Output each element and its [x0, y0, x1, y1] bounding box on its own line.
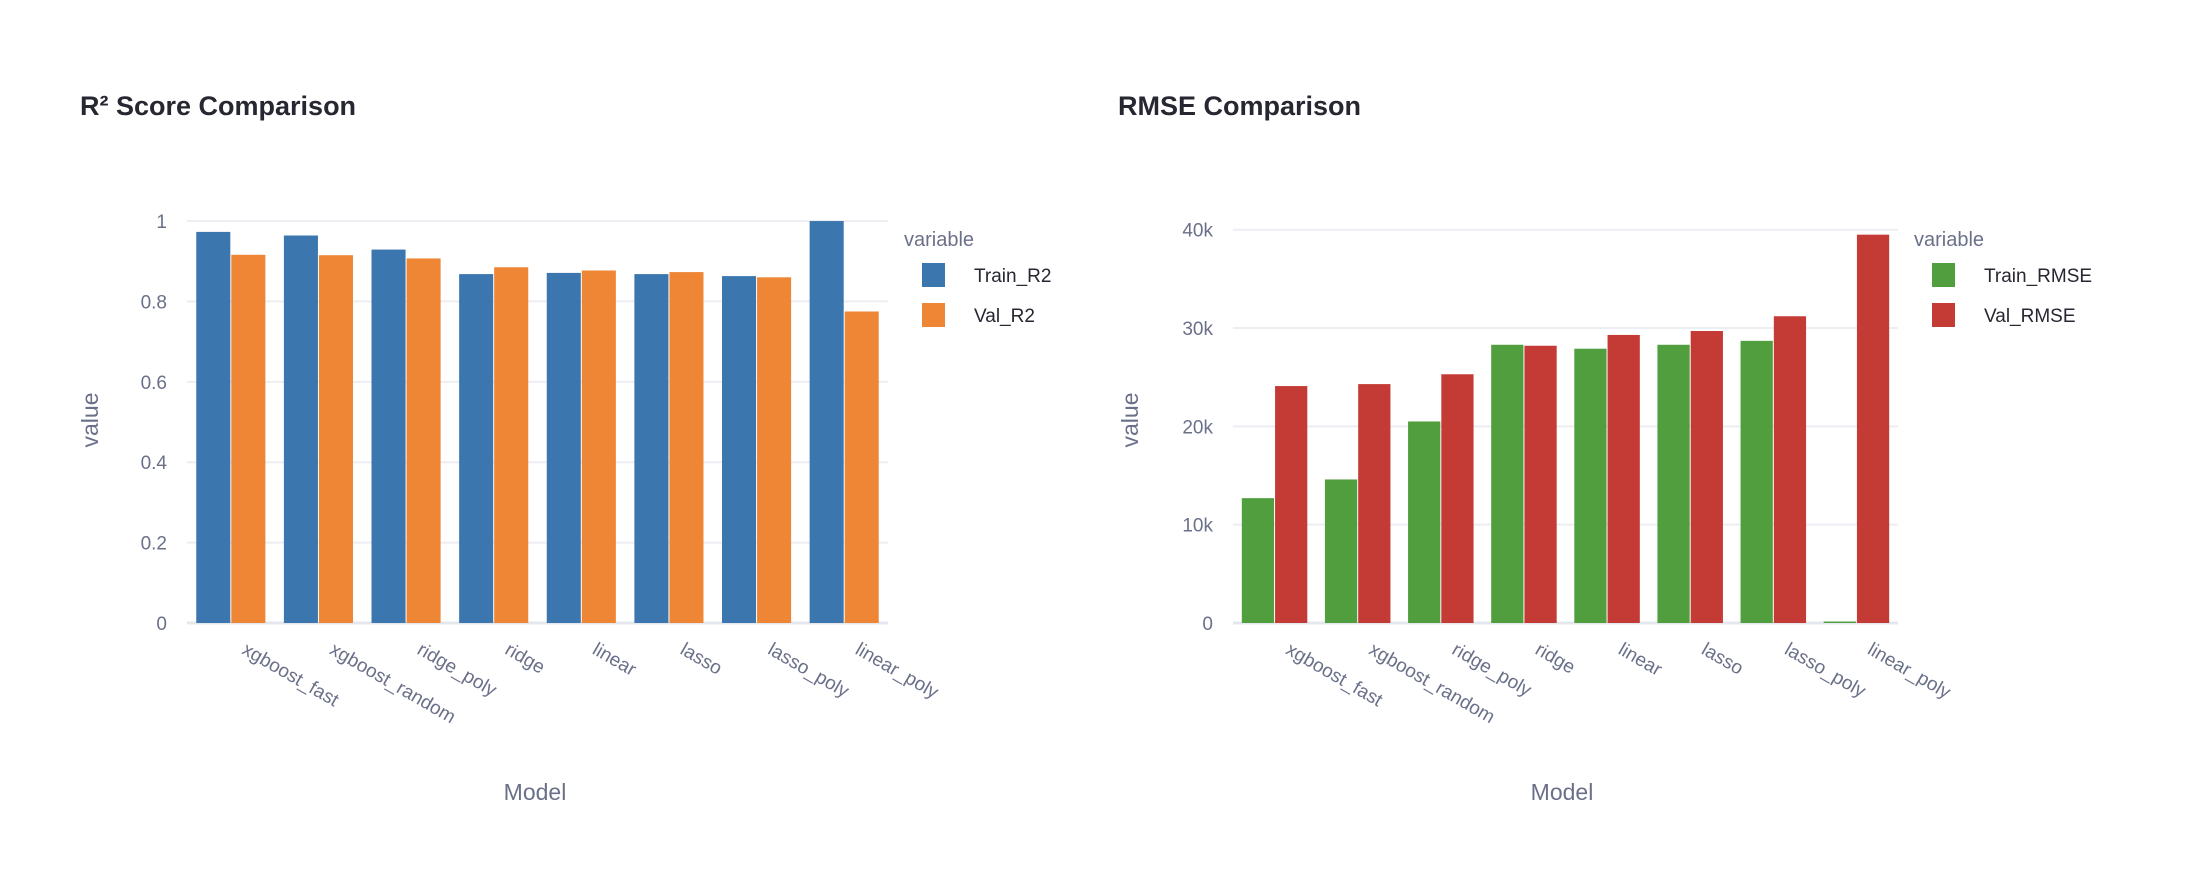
y-tick-label: 0.4 — [141, 453, 168, 474]
bar-train-r2-xgboost-random[interactable] — [283, 235, 318, 623]
legend-swatch[interactable] — [922, 303, 945, 327]
bar-train-rmse-linear[interactable] — [1574, 348, 1607, 623]
x-tick-label: linear_poly — [852, 639, 943, 703]
bar-val-r2-xgboost-fast[interactable] — [231, 254, 266, 623]
bar-val-rmse-xgboost-fast[interactable] — [1275, 386, 1308, 623]
bar-train-r2-xgboost-fast[interactable] — [196, 231, 231, 623]
bar-train-r2-lasso-poly[interactable] — [722, 276, 757, 623]
legend-item-label[interactable]: Train_RMSE — [1984, 266, 2092, 287]
x-tick-label: lasso_poly — [1781, 639, 1870, 702]
legend-swatch[interactable] — [1932, 303, 1955, 327]
bar-val-rmse-lasso-poly[interactable] — [1773, 316, 1807, 623]
bar-train-rmse-lasso-poly[interactable] — [1740, 340, 1773, 623]
legend-swatch[interactable] — [1932, 263, 1955, 287]
x-tick-label: lasso — [1698, 639, 1747, 679]
bar-train-rmse-linear-poly[interactable] — [1823, 621, 1856, 623]
x-axis-label: Model — [1531, 779, 1594, 805]
bar-train-r2-ridge[interactable] — [459, 274, 494, 623]
bar-val-r2-xgboost-random[interactable] — [318, 255, 353, 624]
bar-train-r2-lasso[interactable] — [634, 274, 669, 623]
bar-val-rmse-ridge[interactable] — [1524, 345, 1557, 623]
bar-val-rmse-linear[interactable] — [1607, 334, 1640, 623]
bar-val-rmse-lasso[interactable] — [1690, 331, 1723, 623]
bar-val-r2-lasso[interactable] — [669, 272, 704, 623]
y-tick-label: 0 — [156, 614, 167, 635]
bar-train-rmse-ridge[interactable] — [1491, 344, 1524, 623]
y-axis-label: value — [77, 393, 103, 448]
y-tick-label: 30k — [1182, 319, 1213, 340]
x-axis-label: Model — [504, 779, 567, 805]
legend-item-label[interactable]: Val_RMSE — [1984, 306, 2076, 327]
rmse-chart: RMSE Comparison Model value variable 0 10… — [1117, 91, 2092, 805]
x-tick-label: ridge — [501, 639, 548, 678]
x-tick-label: lasso — [676, 639, 725, 679]
bar-train-r2-linear[interactable] — [546, 272, 581, 623]
y-tick-label: 0 — [1202, 614, 1213, 635]
bar-val-r2-linear[interactable] — [581, 270, 616, 623]
bar-val-r2-ridge-poly[interactable] — [406, 258, 441, 623]
bar-val-rmse-linear-poly[interactable] — [1856, 234, 1890, 623]
x-tick-label: linear — [1615, 639, 1666, 681]
bar-val-r2-lasso-poly[interactable] — [757, 277, 792, 623]
legend-item-label[interactable]: Val_R2 — [974, 306, 1035, 327]
y-tick-label: 1 — [156, 212, 167, 233]
bar-train-r2-ridge-poly[interactable] — [371, 249, 406, 623]
legend-item-label[interactable]: Train_R2 — [974, 266, 1051, 287]
chart-title: R² Score Comparison — [80, 91, 356, 121]
x-tick-label: lasso_poly — [764, 639, 853, 702]
y-tick-label: 20k — [1182, 417, 1213, 438]
bar-train-rmse-xgboost-random[interactable] — [1324, 479, 1358, 623]
y-axis-label: value — [1117, 393, 1143, 448]
bar-train-rmse-lasso[interactable] — [1657, 344, 1690, 623]
bar-train-rmse-xgboost-fast[interactable] — [1241, 498, 1275, 623]
chart-title: RMSE Comparison — [1118, 91, 1361, 121]
x-tick-label: xgboost_fast — [238, 639, 342, 711]
bar-val-rmse-ridge-poly[interactable] — [1441, 374, 1474, 623]
bar-train-rmse-ridge-poly[interactable] — [1408, 421, 1441, 623]
legend-swatch[interactable] — [922, 263, 945, 287]
y-tick-label: 0.6 — [141, 373, 167, 394]
y-tick-label: 10k — [1182, 516, 1213, 537]
x-tick-label: linear — [589, 639, 640, 681]
y-tick-label: 40k — [1182, 221, 1213, 242]
y-tick-label: 0.8 — [141, 292, 167, 313]
x-tick-label: linear_poly — [1864, 639, 1955, 703]
bar-train-r2-linear-poly[interactable] — [809, 221, 844, 623]
bar-val-r2-ridge[interactable] — [494, 267, 529, 623]
bar-val-r2-linear-poly[interactable] — [844, 311, 879, 623]
x-tick-label: ridge — [1531, 639, 1578, 678]
r2-chart: R² Score Comparison Model value variable… — [77, 91, 1051, 805]
legend-title: variable — [904, 229, 974, 251]
legend-title: variable — [1914, 229, 1984, 251]
y-tick-label: 0.2 — [141, 534, 167, 555]
bar-val-rmse-xgboost-random[interactable] — [1358, 384, 1391, 623]
